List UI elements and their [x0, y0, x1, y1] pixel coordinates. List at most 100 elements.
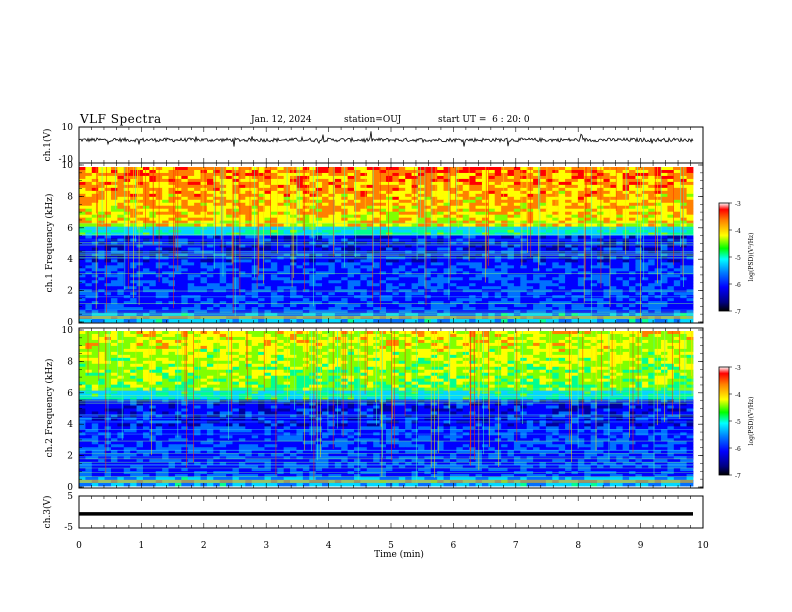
- spectrogram-cell: [494, 319, 502, 323]
- spectrogram-cell: [219, 301, 227, 305]
- spectrogram-cell: [296, 208, 304, 213]
- spectrogram-cell: [104, 244, 112, 248]
- spectrogram-cell: [437, 202, 444, 207]
- spectrogram-cell: [552, 262, 560, 266]
- spectrogram-cell: [545, 304, 553, 308]
- spectrogram-cell: [366, 172, 374, 177]
- spectrogram-cell: [571, 190, 579, 195]
- spectrogram-cell: [264, 220, 272, 225]
- spectrogram-cell: [296, 190, 304, 195]
- spectrogram-cell: [641, 292, 649, 296]
- spectrogram-cell: [603, 199, 611, 204]
- spectrogram-cell: [488, 235, 496, 239]
- spectrogram-cell: [162, 190, 169, 195]
- spectrogram-cell: [277, 184, 285, 189]
- spectrogram-cell: [251, 235, 259, 239]
- spectrogram-cell: [488, 298, 496, 302]
- spectrogram-cell: [513, 217, 521, 222]
- spectrogram-cell: [309, 271, 317, 275]
- spectrogram-cell: [513, 319, 521, 323]
- spectrogram-cell: [104, 217, 112, 222]
- spectrogram-cell: [187, 205, 195, 210]
- spectrogram-cell: [398, 167, 406, 171]
- spectrogram-cell: [609, 283, 617, 287]
- spectrogram-cell: [354, 167, 361, 171]
- spectrogram-cell: [360, 268, 368, 272]
- spectrogram-cell: [270, 175, 278, 180]
- spectrogram-cell: [513, 259, 521, 263]
- spectrogram-cell: [654, 259, 662, 263]
- spectrogram-cell: [488, 223, 496, 228]
- spectrogram-cell: [584, 190, 592, 195]
- spectrogram-cell: [258, 190, 265, 195]
- spectrogram-cell: [661, 304, 668, 308]
- spectrogram-cell: [584, 214, 592, 219]
- spectrogram-cell: [411, 259, 419, 263]
- spectrogram-cell: [462, 211, 470, 216]
- spectrogram-cell: [386, 229, 393, 233]
- spectrogram-cell: [283, 286, 291, 290]
- spectrogram-cell: [597, 280, 604, 284]
- spectrogram-cell: [379, 271, 387, 275]
- spectrogram-cell: [315, 304, 323, 308]
- spectrogram-cell: [149, 292, 157, 296]
- spectrogram-cell: [654, 169, 662, 174]
- spectrogram-cell: [386, 262, 393, 266]
- spectrogram-cell: [98, 268, 105, 272]
- spectrogram-cell: [488, 172, 496, 177]
- spectrogram-cell: [437, 310, 444, 314]
- spectrogram-cell: [200, 184, 208, 189]
- spectrogram-cell: [590, 304, 598, 308]
- spectrogram-cell: [520, 310, 528, 314]
- spectrogram-cell: [264, 190, 272, 195]
- spectrogram-cell: [552, 232, 560, 236]
- spectrogram-cell: [622, 280, 630, 284]
- spectrogram-cell: [507, 286, 515, 290]
- spectrogram-cell: [488, 208, 496, 213]
- spectrogram-cell: [411, 211, 419, 216]
- spectrogram-cell: [162, 259, 169, 263]
- spectrogram-cell: [609, 277, 617, 281]
- spectrogram-cell: [654, 178, 662, 183]
- spectrogram-cell: [456, 301, 464, 305]
- spectrogram-cell: [571, 223, 579, 228]
- spectrogram-cell: [264, 196, 272, 201]
- spectrogram-cell: [616, 313, 624, 317]
- spectrogram-cell: [85, 304, 93, 308]
- spectrogram-cell: [142, 232, 150, 236]
- spectrogram-cell: [226, 286, 233, 290]
- spectrogram-cell: [507, 262, 515, 266]
- spectrogram-cell: [334, 304, 342, 308]
- spectrogram-cell: [309, 187, 317, 192]
- spectrogram-cell: [79, 262, 86, 266]
- spectrogram-cell: [149, 244, 157, 248]
- spectrogram-cell: [584, 169, 592, 174]
- spectrogram-cell: [328, 274, 336, 278]
- spectrogram-cell: [501, 319, 508, 323]
- spectrogram-cell: [648, 310, 656, 314]
- spectrogram-cell: [79, 223, 86, 228]
- spectrogram-cell: [469, 187, 476, 192]
- spectrogram-cell: [181, 232, 189, 236]
- spectrogram-cell: [398, 196, 406, 201]
- spectrogram-cell: [475, 247, 483, 251]
- spectrogram-cell: [641, 208, 649, 213]
- spectrogram-cell: [398, 202, 406, 207]
- spectrogram-cell: [168, 241, 176, 245]
- spectrogram-cell: [79, 280, 86, 284]
- spectrogram-cell: [136, 202, 144, 207]
- spectrogram-cell: [673, 211, 681, 216]
- spectrogram-cell: [501, 280, 508, 284]
- spectrogram-cell: [584, 313, 592, 317]
- spectrogram-cell: [347, 214, 355, 219]
- spectrogram-cell: [302, 247, 310, 251]
- spectrogram-cell: [571, 262, 579, 266]
- spectrogram-cell: [411, 277, 419, 281]
- spectrogram-cell: [584, 193, 592, 198]
- spectrogram-cell: [194, 301, 201, 305]
- spectrogram-cell: [200, 247, 208, 251]
- spectrogram-cell: [443, 187, 451, 192]
- spectrogram-cell: [430, 262, 438, 266]
- spectrogram-cell: [603, 187, 611, 192]
- spectrogram-cell: [622, 292, 630, 296]
